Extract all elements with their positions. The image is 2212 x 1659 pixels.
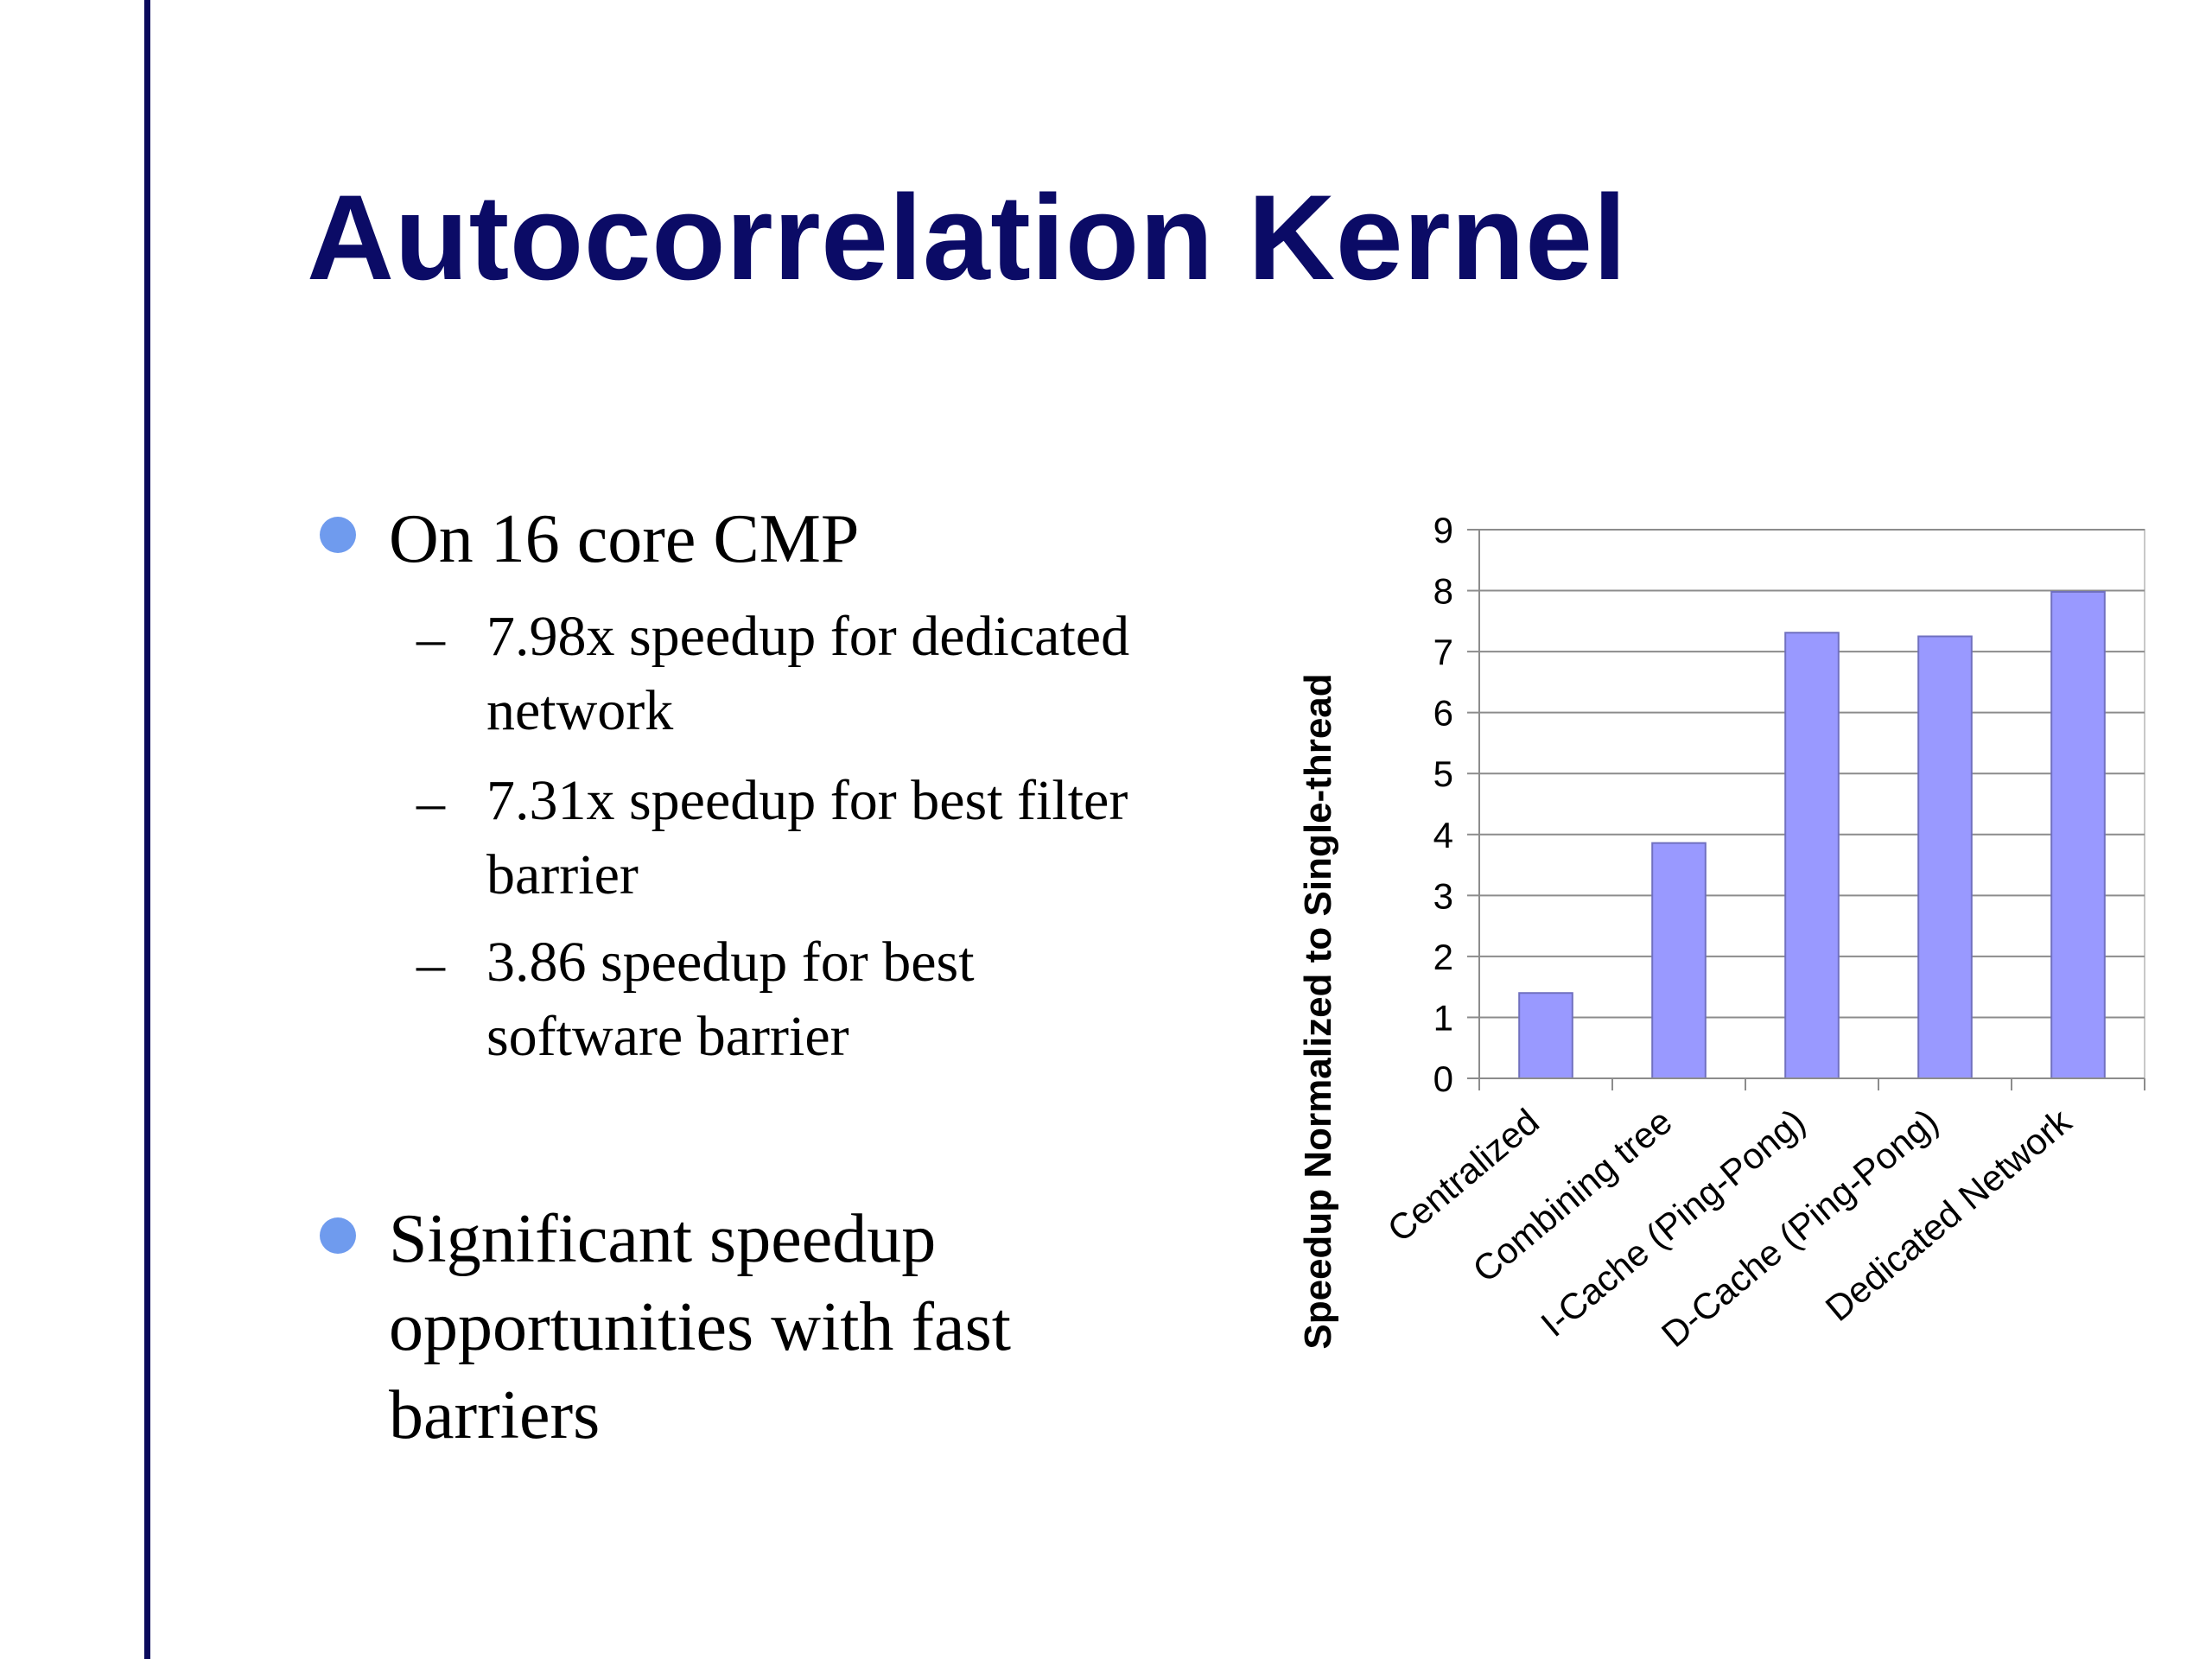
bar-i-cache-ping-pong (1784, 632, 1840, 1079)
y-tick-label: 8 (1433, 571, 1453, 612)
bullet-significant-speedup: Significant speedup opportunities with f… (389, 1201, 1011, 1453)
axes (1467, 529, 2145, 1090)
bar-d-cache-ping-pong (1917, 635, 1973, 1079)
sub-bullet-dedicated-network: 7.98x speedup for dedicated network (486, 605, 1130, 742)
bars (1518, 590, 2106, 1080)
slide-title: Autocorrelation Kernel (307, 169, 1627, 305)
bar-combining-tree (1651, 842, 1707, 1079)
y-tick-label: 3 (1433, 875, 1453, 916)
bullet-dot-icon (320, 517, 356, 553)
y-tick-label: 0 (1433, 1058, 1453, 1099)
sub-bullet-software-barrier: 3.86 speedup for best software barrier (486, 931, 975, 1068)
bar-centralized (1518, 992, 1573, 1080)
bar-dedicated-network (2050, 590, 2106, 1079)
y-tick-label: 9 (1433, 510, 1453, 550)
y-tick-label: 6 (1433, 693, 1453, 734)
y-tick-label: 2 (1433, 937, 1453, 977)
bullet-cmp: On 16 core CMP (389, 501, 860, 577)
dash-icon: – (416, 771, 445, 834)
bullet-dot-icon (320, 1217, 356, 1254)
y-tick-label: 4 (1433, 815, 1453, 855)
y-axis-title: Speedup Normalized to Single-thread (1297, 673, 1339, 1349)
x-category-label: Dedicated Network (1818, 1100, 2080, 1329)
dash-icon: – (416, 607, 445, 670)
y-tick-label: 5 (1433, 753, 1453, 794)
sub-bullet-filter-barrier: 7.31x speedup for best filter barrier (486, 769, 1128, 906)
y-tick-label: 7 (1433, 632, 1453, 672)
left-vertical-rule (144, 0, 150, 1659)
y-tick-label: 1 (1433, 997, 1453, 1038)
dash-icon: – (416, 932, 445, 995)
